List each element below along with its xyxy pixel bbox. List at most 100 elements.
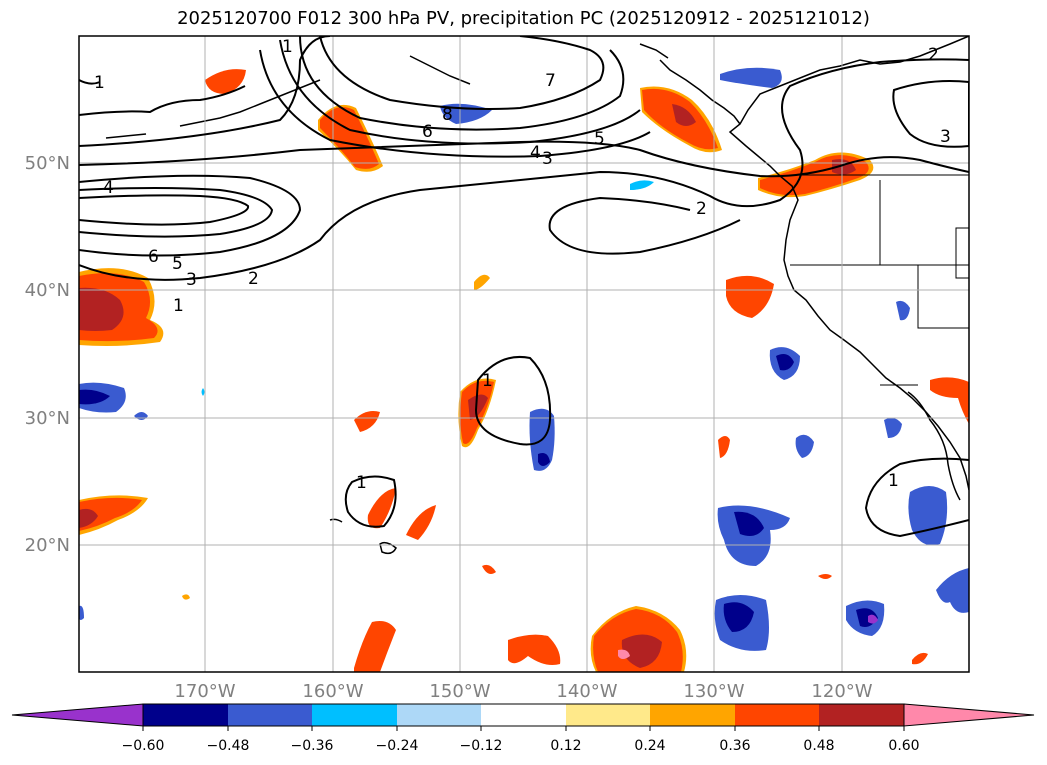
pv-contour xyxy=(344,475,397,528)
pv-label: 2 xyxy=(696,199,707,219)
borders xyxy=(790,174,969,386)
colorbar-tick-label: 0.12 xyxy=(550,738,581,754)
pv-label: 5 xyxy=(594,129,605,149)
pv-label: 1 xyxy=(888,471,899,491)
pv-label: 1 xyxy=(482,371,493,391)
pv-label: 3 xyxy=(542,149,553,169)
map-title: 2025120700 F012 300 hPa PV, precipitatio… xyxy=(177,8,870,29)
colorbar-tick-label: −0.60 xyxy=(122,738,165,754)
colorbar-tick-label: 0.24 xyxy=(634,738,665,754)
precip-blob xyxy=(776,354,794,371)
pv-label: 8 xyxy=(442,105,453,125)
precip-blob xyxy=(936,568,969,613)
lon-label: 170°W xyxy=(174,681,235,702)
colorbar-tick-label: −0.48 xyxy=(207,738,250,754)
precip-blob xyxy=(723,602,754,632)
precip-blob xyxy=(79,389,110,405)
precip-blob xyxy=(734,511,764,536)
pv-label: 2 xyxy=(248,269,259,289)
precip-blob xyxy=(406,505,436,540)
lat-label: 40°N xyxy=(25,280,70,301)
colorbar-tick-label: 0.60 xyxy=(888,738,919,754)
precip-blob xyxy=(538,453,550,466)
precip-blob xyxy=(896,300,910,321)
colorbar-segment xyxy=(819,704,904,726)
pv-contour xyxy=(474,356,552,446)
colorbar-segment xyxy=(312,704,397,726)
colorbar-segment xyxy=(397,704,481,726)
lon-label: 140°W xyxy=(556,681,617,702)
lat-label: 20°N xyxy=(25,535,70,556)
colorbar-tick-label: 0.48 xyxy=(803,738,834,754)
precip-blob xyxy=(618,649,630,659)
pv-label: 3 xyxy=(940,127,951,147)
lon-label: 150°W xyxy=(429,681,490,702)
pv-contour xyxy=(79,140,969,178)
colorbar-segment xyxy=(481,704,566,726)
colorbar-extend-high xyxy=(903,703,1035,727)
pv-contour xyxy=(79,79,101,85)
precip-blob xyxy=(508,634,561,665)
precip-blob xyxy=(621,634,662,668)
colorbar-ticks xyxy=(142,726,905,731)
colorbar-segment xyxy=(228,704,312,726)
pv-contour xyxy=(319,36,605,110)
precip-blob xyxy=(718,436,730,458)
pv-label: 2 xyxy=(928,45,939,65)
precip-blob xyxy=(884,417,902,438)
lat-label: 50°N xyxy=(25,153,70,174)
pv-contour xyxy=(79,194,250,226)
precip-blob xyxy=(908,486,948,546)
pv-contour xyxy=(79,36,331,147)
colorbar-frame xyxy=(142,703,905,727)
pv-label: 1 xyxy=(282,37,293,57)
colorbar-tick-label: −0.36 xyxy=(291,738,334,754)
colorbar-extend-low xyxy=(11,703,144,727)
precip-blob xyxy=(726,275,774,318)
precip-blob xyxy=(201,388,205,396)
longitude-labels: 170°W 160°W 150°W 140°W 130°W 120°W xyxy=(174,681,872,702)
precip-blob xyxy=(79,287,124,331)
precip-blob xyxy=(79,508,98,528)
pv-contour xyxy=(892,80,969,148)
lon-label: 120°W xyxy=(811,681,872,702)
precip-blob xyxy=(720,67,782,88)
lon-label: 130°W xyxy=(683,681,744,702)
pv-contour xyxy=(259,49,651,158)
precip-blob xyxy=(79,605,84,620)
precip-blob xyxy=(672,104,696,126)
colorbar-segment xyxy=(143,704,228,726)
precip-blob xyxy=(717,505,790,566)
precip-blob xyxy=(79,497,142,531)
lon-label: 160°W xyxy=(302,681,363,702)
precip-blob xyxy=(930,377,969,424)
pv-label: 1 xyxy=(356,473,367,493)
precip-blob xyxy=(354,411,380,432)
precip-blob xyxy=(354,621,396,672)
precip-blob xyxy=(630,180,654,190)
colorbar-tick-label: −0.24 xyxy=(376,738,419,754)
pv-contour xyxy=(864,457,969,538)
pv-label: 5 xyxy=(172,254,183,274)
latitude-labels: 50°N 40°N 30°N 20°N xyxy=(25,153,70,556)
pv-contour xyxy=(548,196,741,255)
pv-contour xyxy=(79,58,969,281)
colorbar-tick-label: 0.36 xyxy=(719,738,750,754)
pv-label: 6 xyxy=(148,247,159,267)
precip-blob xyxy=(367,488,396,529)
precip-negative-blobs xyxy=(79,67,969,651)
pv-contour xyxy=(79,174,302,257)
precip-blob xyxy=(482,564,496,574)
pv-contour xyxy=(79,85,246,116)
precip-blob xyxy=(795,434,814,458)
colorbar-tick-label: −0.12 xyxy=(460,738,503,754)
precip-blob xyxy=(818,574,832,579)
precip-blob xyxy=(468,394,488,420)
precip-blob xyxy=(868,614,878,624)
precip-blob xyxy=(912,652,928,665)
lat-label: 30°N xyxy=(25,408,70,429)
pv-label: 1 xyxy=(173,296,184,316)
pv-label: 7 xyxy=(545,71,556,91)
pv-contour-labels: 7 8 6 5 4 3 2 1 4 6 5 3 2 1 1 1 1 3 1 2 xyxy=(94,37,951,493)
